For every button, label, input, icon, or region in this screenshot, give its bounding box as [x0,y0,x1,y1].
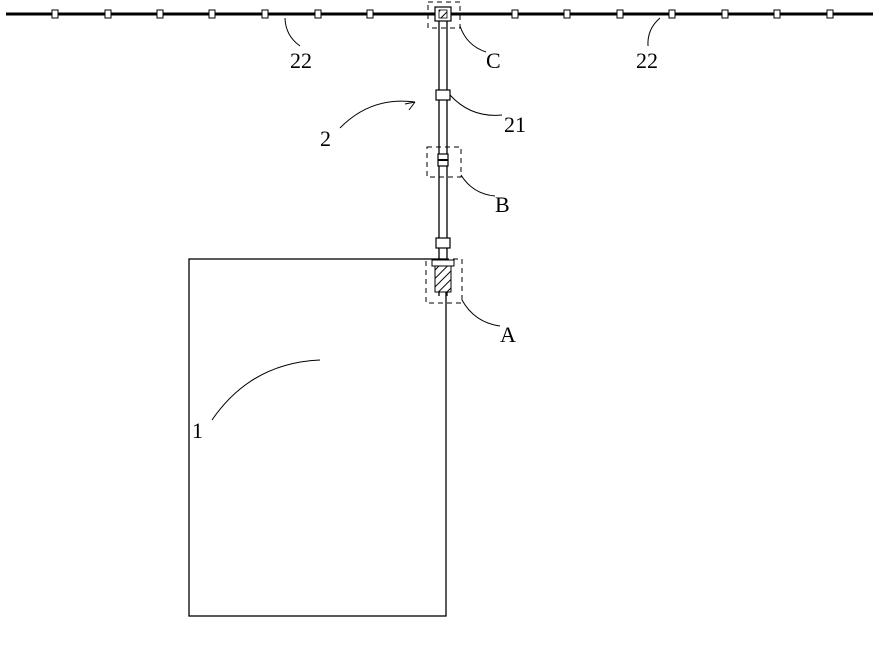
leader-label_22_left [285,18,300,46]
leader-label_2 [340,101,415,128]
pipe-node [262,10,268,18]
label-B: B [495,192,510,218]
main-box [189,259,446,616]
pipe-node [512,10,518,18]
pipe-node [669,10,675,18]
pipe-node [315,10,321,18]
pipe-node [209,10,215,18]
label-22-left: 22 [290,48,312,74]
pipe-node [105,10,111,18]
pipe-coupling [436,90,450,100]
pipe-node [774,10,780,18]
leader-label_1 [212,360,320,420]
label-C: C [486,48,501,74]
label-A: A [500,322,516,348]
label-2: 2 [320,126,331,152]
label-21: 21 [504,112,526,138]
pipe-node [157,10,163,18]
pipe-coupling [436,238,450,248]
leader-label_22_right [648,18,660,46]
leader-label_C [460,26,486,52]
pipe-node [52,10,58,18]
pipe-node [827,10,833,18]
leader-label_21 [450,95,502,115]
pipe-node [722,10,728,18]
leader-label_B [461,175,495,196]
pipe-node [564,10,570,18]
technical-diagram [0,0,879,658]
label-1: 1 [192,418,203,444]
label-22-right: 22 [636,48,658,74]
leader-label_A [462,300,500,326]
pipe-node [617,10,623,18]
pipe-node [367,10,373,18]
